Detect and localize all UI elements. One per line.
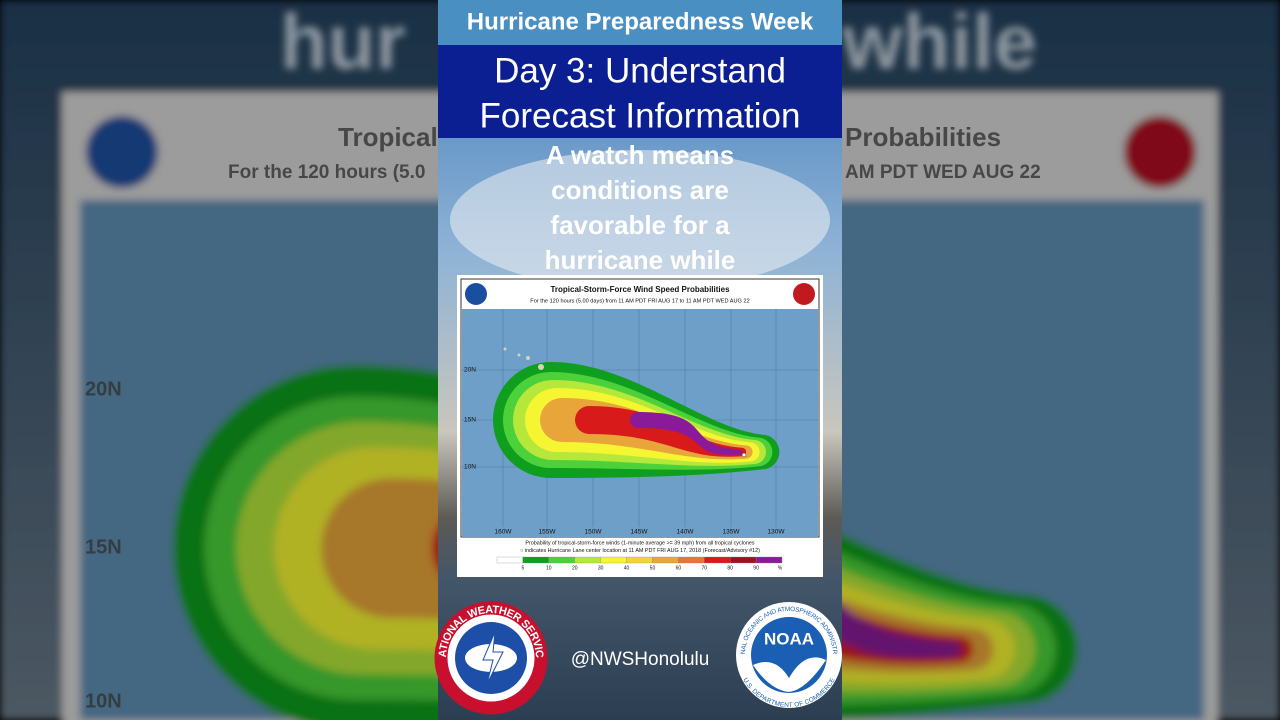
legend-swatch: [522, 556, 549, 564]
bg-caption-right: while: [841, 0, 1037, 86]
legend-label: 50: [650, 565, 656, 571]
map-contours: [493, 362, 780, 478]
legend-swatch: [678, 556, 705, 564]
legend-swatch: [755, 556, 783, 564]
map-nws-logo: [793, 283, 815, 305]
bg-caption-left: hur: [280, 0, 406, 86]
bg-lat-label: 20N: [85, 378, 122, 400]
bg-noaa-logo: [86, 116, 158, 188]
bg-lat-label: 10N: [85, 690, 122, 712]
map-subtitle: For the 120 hours (5.00 days) from 11 AM…: [530, 298, 749, 304]
bg-map-text: Tropical Probabilities For the 120 hours…: [85, 122, 1041, 712]
legend-swatch: [704, 556, 731, 564]
bg-title-right: Probabilities: [845, 122, 1001, 152]
caption-line: conditions are: [551, 175, 729, 205]
map-note: ○ indicates Hurricane Lane center locati…: [520, 548, 760, 554]
map-note: Probability of tropical-storm-force wind…: [525, 540, 754, 546]
caption-line: hurricane while: [545, 245, 736, 275]
legend-swatch: [600, 556, 627, 564]
lon-label: 140W: [677, 529, 695, 536]
lat-label: 15N: [464, 417, 476, 424]
legend-label: 80: [727, 565, 733, 571]
map-noaa-logo: [465, 283, 487, 305]
bg-subtitle-right: AM PDT WED AUG 22: [845, 162, 1041, 183]
legend: 5 10 20 30 40 50 60 70 80 90%: [496, 556, 783, 571]
lat-label: 20N: [464, 367, 476, 374]
legend-swatch: [548, 556, 575, 564]
lat-label: 10N: [464, 464, 476, 471]
legend-swatch: [730, 556, 757, 564]
probability-contour: [630, 412, 743, 455]
day-title-box: [438, 45, 842, 138]
shape: [526, 356, 530, 360]
noaa-logo-bird: [753, 657, 826, 692]
map-title: Tropical-Storm-Force Wind Speed Probabil…: [550, 285, 730, 294]
day-title: Day 3: Understand: [494, 51, 786, 90]
nws-logo-ring: [434, 601, 548, 715]
caption-line: favorable for a: [550, 210, 730, 240]
legend-label: 5: [522, 565, 525, 571]
lon-label: 145W: [631, 529, 649, 536]
shape: [538, 364, 544, 370]
caption: A watch means conditions are favorable f…: [545, 140, 736, 275]
shape: [517, 353, 521, 357]
series-title: Hurricane Preparedness Week: [467, 8, 814, 35]
legend-label: 20: [572, 565, 578, 571]
nws-logo-bolt: [482, 631, 504, 685]
legend-label: 40: [624, 565, 630, 571]
legend-swatch: [626, 556, 653, 564]
legend-swatch: [574, 556, 601, 564]
header-bar: [438, 0, 842, 45]
bg-text: hur while: [280, 0, 1037, 86]
lon-label: 150W: [585, 529, 603, 536]
shape: [503, 347, 507, 351]
bg-subtitle-left: For the 120 hours (5.0: [228, 162, 425, 183]
day-title: Forecast Information: [480, 96, 801, 135]
legend-swatch: [652, 556, 679, 564]
map-labels: 20N 15N 10N 160W 155W 150W 145W 140W 135W 130W Pro…: [464, 367, 785, 554]
legend-label: 30: [598, 565, 604, 571]
cloud: [450, 150, 830, 290]
bg-title-left: Tropical: [338, 122, 438, 152]
lon-label: 160W: [495, 529, 513, 536]
lon-label: 135W: [723, 529, 741, 536]
caption-line: A watch means: [546, 140, 734, 170]
legend-swatch: [496, 556, 524, 564]
storm-center: [741, 452, 747, 458]
legend-unit: %: [778, 565, 783, 571]
islands: [503, 347, 544, 370]
handle: @NWSHonolulu: [571, 649, 710, 670]
bg-nws-logo: [1124, 116, 1196, 188]
bg-lat-label: 15N: [85, 536, 122, 558]
legend-label: 90: [753, 565, 759, 571]
lon-label: 130W: [768, 529, 786, 536]
legend-label: 60: [676, 565, 682, 571]
legend-label: 70: [701, 565, 707, 571]
noaa-logo-name: NOAA: [764, 629, 814, 648]
lon-label: 155W: [539, 529, 557, 536]
legend-label: 10: [546, 565, 552, 571]
